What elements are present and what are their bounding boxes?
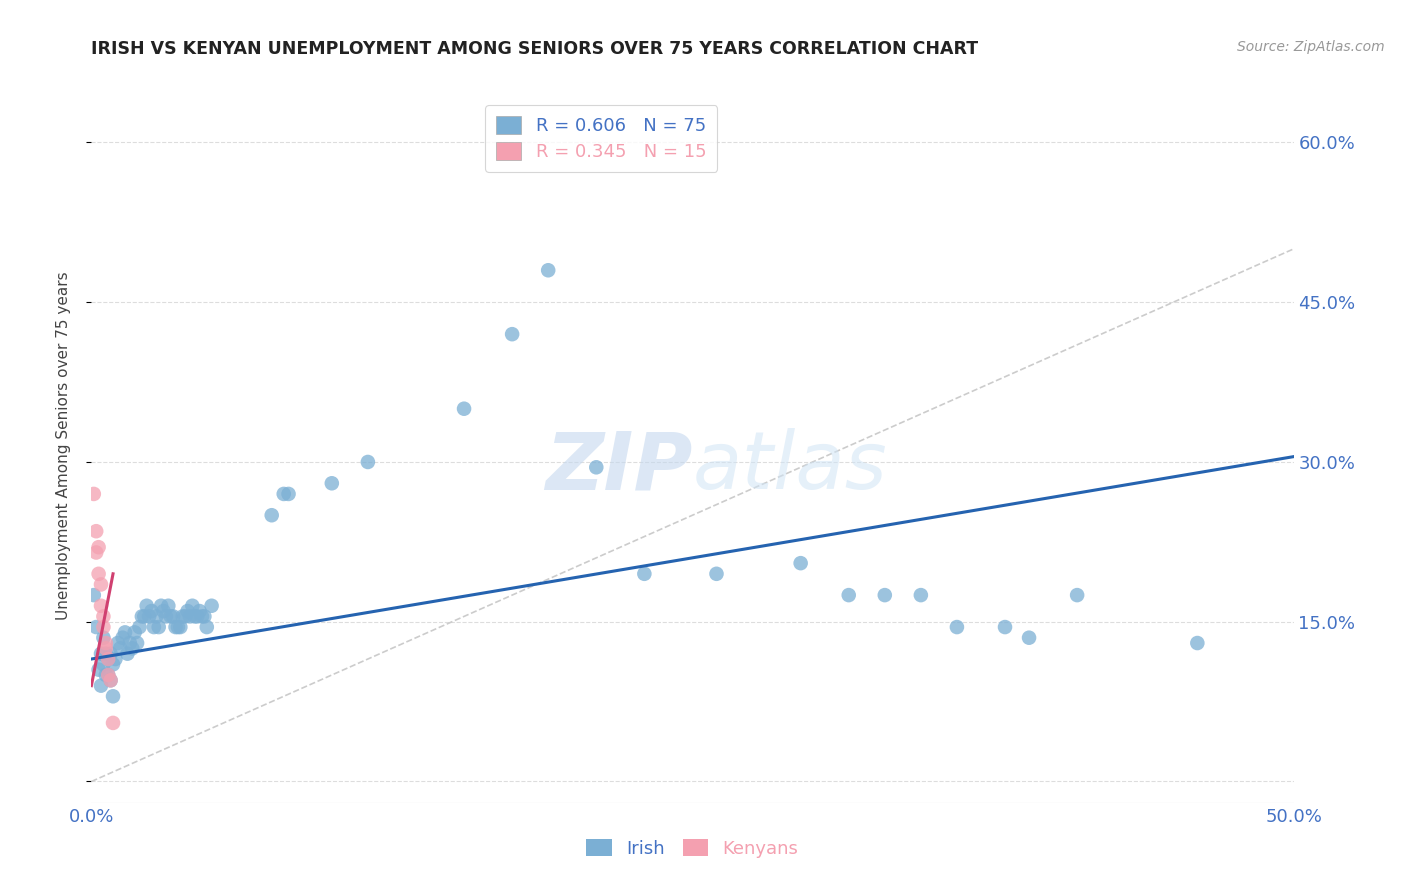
Point [1066, 588, 1088, 602]
Point [97, 668, 120, 682]
Point [90, 599, 112, 613]
Point [101, 690, 124, 704]
Point [83, 487, 105, 501]
Point [186, 609, 208, 624]
Point [201, 599, 224, 613]
Point [321, 476, 343, 491]
Point [94, 641, 117, 656]
Point [277, 487, 299, 501]
Point [145, 609, 167, 624]
Point [260, 508, 283, 523]
Point [152, 604, 174, 618]
Point [83, 588, 105, 602]
Point [128, 620, 150, 634]
Point [90, 679, 112, 693]
Point [87, 663, 110, 677]
Point [838, 588, 860, 602]
Point [93, 631, 115, 645]
Point [994, 620, 1017, 634]
Point [93, 620, 115, 634]
Point [193, 609, 215, 624]
Point [134, 609, 156, 624]
Point [93, 609, 115, 624]
Point [873, 588, 896, 602]
Point [101, 715, 124, 730]
Point [162, 609, 184, 624]
Point [124, 625, 146, 640]
Point [94, 647, 117, 661]
Point [125, 636, 148, 650]
Point [1018, 631, 1040, 645]
Point [142, 620, 165, 634]
Point [114, 625, 136, 640]
Point [101, 657, 124, 672]
Point [174, 609, 197, 624]
Point [789, 556, 811, 570]
Point [104, 652, 127, 666]
Point [585, 460, 607, 475]
Point [84, 545, 107, 559]
Legend: Irish, Kenyans: Irish, Kenyans [575, 829, 810, 869]
Point [169, 620, 191, 634]
Point [910, 588, 932, 602]
Point [97, 668, 120, 682]
Point [357, 455, 380, 469]
Point [172, 609, 194, 624]
Point [135, 599, 157, 613]
Point [93, 657, 115, 672]
Point [100, 647, 122, 661]
Point [184, 609, 207, 624]
Text: Source: ZipAtlas.com: Source: ZipAtlas.com [1237, 40, 1385, 54]
Point [453, 401, 475, 416]
Point [84, 524, 107, 539]
Point [111, 631, 134, 645]
Point [1187, 636, 1209, 650]
Point [181, 599, 204, 613]
Point [159, 609, 181, 624]
Point [148, 620, 170, 634]
Point [176, 604, 198, 618]
Point [155, 609, 177, 624]
Point [157, 599, 180, 613]
Point [94, 668, 117, 682]
Point [107, 636, 129, 650]
Point [167, 620, 190, 634]
Point [90, 647, 112, 661]
Point [100, 673, 122, 688]
Y-axis label: Unemployment Among Seniors over 75 years: Unemployment Among Seniors over 75 years [56, 272, 70, 620]
Point [94, 636, 117, 650]
Point [131, 609, 153, 624]
Point [191, 609, 214, 624]
Point [501, 327, 523, 342]
Point [87, 540, 110, 554]
Point [706, 566, 728, 581]
Point [84, 620, 107, 634]
Text: IRISH VS KENYAN UNEMPLOYMENT AMONG SENIORS OVER 75 YEARS CORRELATION CHART: IRISH VS KENYAN UNEMPLOYMENT AMONG SENIO… [91, 40, 979, 58]
Point [121, 641, 143, 656]
Point [141, 604, 163, 618]
Point [90, 577, 112, 591]
Point [179, 609, 201, 624]
Point [97, 652, 120, 666]
Text: atlas: atlas [692, 428, 887, 507]
Point [946, 620, 969, 634]
Point [110, 641, 132, 656]
Point [273, 487, 295, 501]
Point [118, 636, 141, 650]
Point [97, 652, 120, 666]
Point [188, 604, 211, 618]
Point [165, 620, 187, 634]
Point [195, 620, 218, 634]
Text: ZIP: ZIP [546, 428, 692, 507]
Point [537, 263, 560, 277]
Point [117, 647, 139, 661]
Point [150, 599, 173, 613]
Point [87, 566, 110, 581]
Point [138, 609, 160, 624]
Point [100, 673, 122, 688]
Point [633, 566, 655, 581]
